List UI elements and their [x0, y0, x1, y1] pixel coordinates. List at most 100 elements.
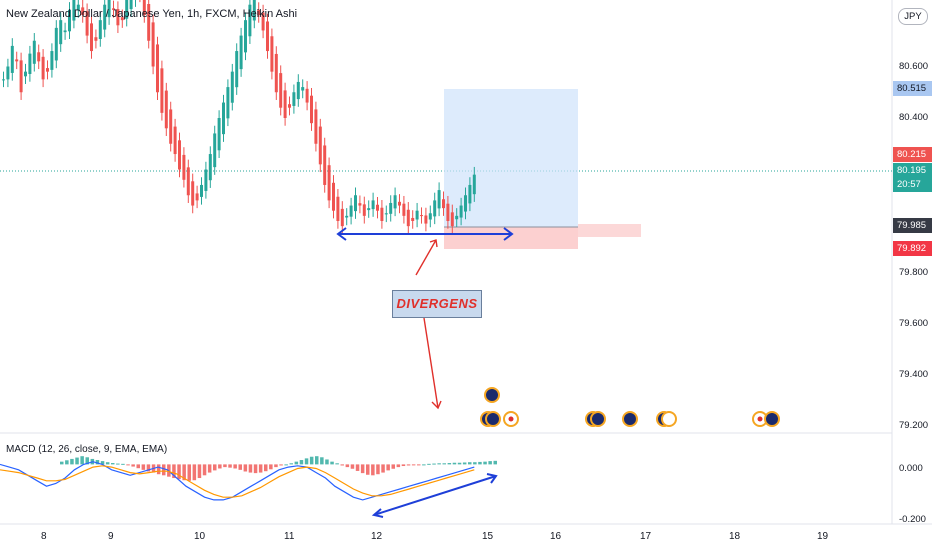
candle-body [230, 71, 234, 103]
candle-body [28, 53, 32, 74]
price-tick: 80.600 [899, 61, 929, 72]
candle-body [472, 174, 476, 195]
candle-body [173, 126, 177, 155]
candle-body [151, 22, 155, 67]
candle-body [63, 30, 67, 33]
macd-histogram-bar [172, 464, 176, 479]
macd-histogram-bar [376, 464, 380, 475]
divergence-annotation[interactable]: DIVERGENS [392, 290, 482, 318]
candle-body [120, 17, 124, 21]
macd-histogram-bar [442, 463, 446, 465]
nz-flag-event-icon [764, 411, 780, 427]
candle-body [129, 0, 133, 10]
stop-zone[interactable] [444, 227, 578, 249]
candle-body [380, 207, 384, 221]
currency-badge[interactable]: JPY [898, 8, 928, 25]
candle-body [54, 27, 58, 61]
candle-body [37, 52, 41, 62]
candle-body [279, 73, 283, 108]
macd-histogram-bar [284, 464, 288, 466]
event-icons[interactable] [480, 387, 780, 427]
candle-body [464, 195, 467, 212]
candle-body [226, 87, 230, 119]
candle-body [116, 9, 120, 26]
candle-body [314, 109, 318, 144]
price-tick: 79.800 [899, 267, 929, 278]
macd-histogram-bar [366, 464, 370, 475]
macd-histogram-bar [233, 464, 237, 469]
candle-body [393, 195, 397, 209]
macd-histogram-bar [417, 464, 421, 466]
macd-histogram-bar [350, 464, 355, 469]
candle-body [182, 154, 186, 180]
candle-body [15, 59, 19, 62]
candle-body [169, 109, 173, 144]
candle-body [266, 21, 269, 52]
macd-histogram-bar [269, 464, 273, 470]
macd-indicator-label[interactable]: MACD (12, 26, close, 9, EMA, EMA) [6, 444, 168, 455]
macd-histogram-bar [468, 462, 472, 465]
macd-divergence-arrow[interactable] [371, 473, 498, 518]
candle-body [213, 133, 217, 168]
macd-histogram-bar [299, 460, 304, 465]
date-label: 18 [729, 531, 741, 542]
candle-body [459, 205, 463, 218]
candle-body [107, 0, 111, 18]
candle-body [191, 181, 195, 206]
macd-histogram-bar [187, 464, 191, 481]
candle-body [200, 184, 203, 197]
candle-body [244, 20, 247, 53]
macd-histogram-bar [315, 456, 319, 465]
candle-body [217, 118, 221, 151]
candle-body [41, 56, 45, 80]
macd-histogram-bar [411, 464, 416, 466]
chart-title: New Zealand Dollar / Japanese Yen, 1h, F… [6, 8, 298, 20]
candle-body [239, 35, 243, 70]
macd-histogram-bar [493, 460, 497, 465]
macd-histogram-bar [427, 463, 431, 465]
candle-body [81, 7, 85, 15]
macd-histogram-bar [141, 464, 146, 470]
macd-histogram-bar [452, 462, 457, 465]
macd-histogram-bar [105, 462, 110, 465]
candle-body [288, 104, 291, 108]
macd-histogram-bar [320, 457, 324, 465]
macd-histogram-bar [80, 456, 84, 465]
candle-body [398, 201, 401, 206]
candle-body [358, 203, 362, 206]
macd-histogram-bar [422, 464, 426, 466]
candle-body [437, 190, 441, 209]
date-label: 17 [640, 531, 652, 542]
candle-body [103, 4, 107, 30]
macd-histogram-bar [228, 464, 232, 468]
candle-countdown: 20:57 [893, 177, 932, 192]
candle-body [186, 167, 190, 196]
candle-body [362, 204, 366, 216]
date-label: 9 [108, 531, 114, 542]
macd-histogram-bar [355, 464, 360, 471]
macd-histogram-bar [213, 464, 217, 471]
candle-body [389, 202, 393, 214]
macd-histogram-bar [65, 460, 69, 465]
candle-body [354, 195, 357, 212]
macd-histogram-bar [360, 464, 365, 474]
nz-flag-event-icon [485, 411, 501, 427]
candle-body [406, 209, 410, 227]
support-double-arrow[interactable] [336, 227, 514, 241]
candle-body [384, 213, 388, 215]
candle-body [50, 51, 54, 70]
macd-histogram-bar [136, 464, 140, 469]
divergence-arrow-down[interactable] [423, 317, 442, 410]
date-label: 19 [817, 531, 829, 542]
current-price-tag: 80.195 [893, 163, 932, 178]
divergence-arrow-up[interactable] [415, 239, 438, 276]
candle-body [367, 208, 371, 211]
macd-histogram-bar [192, 464, 197, 481]
candles-group [2, 0, 476, 234]
macd-histogram-bar [258, 464, 263, 473]
candle-body [446, 203, 450, 221]
candle-body [428, 213, 432, 220]
macd-histogram-bar [253, 464, 258, 474]
candle-body [270, 36, 274, 72]
